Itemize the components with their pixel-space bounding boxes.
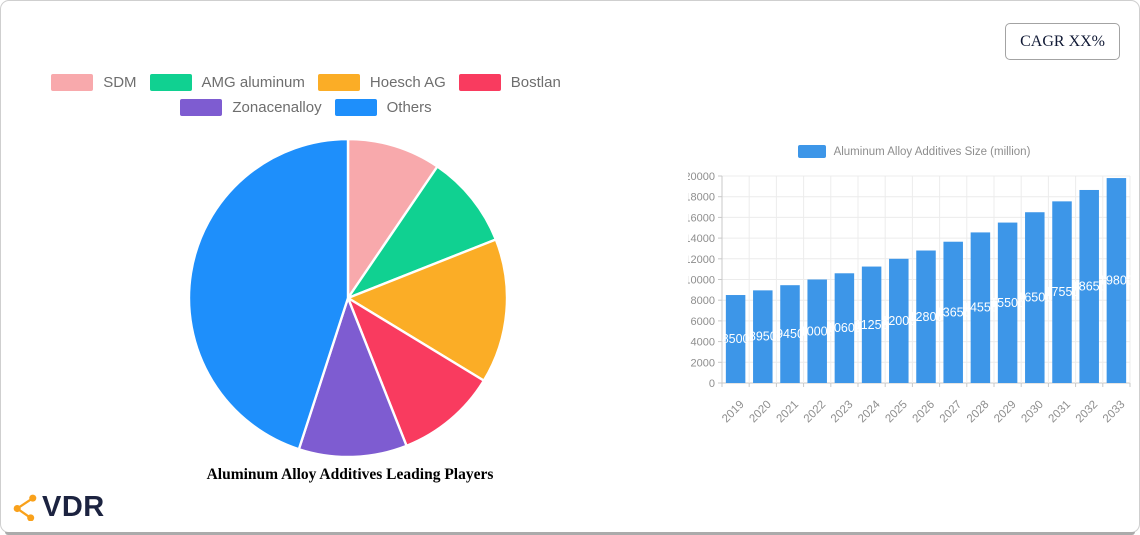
y-axis-tick-label: 20000 xyxy=(688,171,715,183)
bar-2024[interactable] xyxy=(861,266,882,383)
bar-value-label: 10600 xyxy=(827,321,862,335)
bar-2023[interactable] xyxy=(834,273,855,383)
pie-slice-sdm[interactable] xyxy=(346,137,439,300)
legend-swatch xyxy=(149,74,192,91)
pie-legend-row: Zonacenalloy Others xyxy=(180,99,432,116)
pie-legend-item-sdm[interactable]: SDM xyxy=(51,74,137,91)
pie-legend-item-amg-aluminum[interactable]: AMG aluminum xyxy=(149,74,305,91)
y-axis-tick-label: 6000 xyxy=(691,316,715,328)
legend-swatch xyxy=(180,99,223,116)
legend-label: Hoesch AG xyxy=(369,74,446,91)
x-axis-tick-label: 2025 xyxy=(883,399,910,426)
x-axis-tick-label: 2031 xyxy=(1047,399,1074,426)
bar-value-label: 11250 xyxy=(855,318,889,332)
legend-swatch xyxy=(317,74,360,91)
legend-label: AMG aluminum xyxy=(201,74,305,91)
x-axis-tick-label: 2028 xyxy=(965,399,992,426)
bar-2028[interactable] xyxy=(970,232,991,383)
bar-2026[interactable] xyxy=(916,250,936,383)
bar-chart-panel: Aluminum Alloy Additives Size (million) … xyxy=(688,143,1140,443)
bar-2025[interactable] xyxy=(889,258,909,383)
y-axis-tick-label: 16000 xyxy=(688,212,715,224)
brand-logo: VDR xyxy=(12,492,105,522)
bar-value-label: 12000 xyxy=(881,314,916,328)
y-axis-tick-label: 18000 xyxy=(688,192,715,204)
x-axis-tick-label: 2021 xyxy=(775,399,802,426)
legend-label: Bostlan xyxy=(510,74,561,91)
bar-value-label: 8500 xyxy=(722,332,750,346)
x-axis-tick-label: 2022 xyxy=(802,399,829,426)
pie-slice-hoesch-ag[interactable] xyxy=(346,238,509,382)
legend-swatch xyxy=(458,74,501,91)
x-axis-tick-label: 2030 xyxy=(1019,399,1046,426)
bar-2032[interactable] xyxy=(1079,189,1099,383)
bar-2030[interactable] xyxy=(1025,212,1045,383)
y-axis-tick-label: 14000 xyxy=(688,233,715,245)
bar-value-label: 19800 xyxy=(1099,274,1134,288)
cagr-label: CAGR XX% xyxy=(1020,32,1105,50)
pie-chart-title: Aluminum Alloy Additives Leading Players xyxy=(206,466,494,483)
bar-value-label: 14550 xyxy=(963,301,998,315)
bar-2020[interactable] xyxy=(753,290,773,383)
pie-legend-item-hoesch-ag[interactable]: Hoesch AG xyxy=(317,74,446,91)
pie-legend-item-zonacenalloy[interactable]: Zonacenalloy xyxy=(180,99,322,116)
y-axis-tick-label: 10000 xyxy=(688,275,715,287)
bar-2029[interactable] xyxy=(997,222,1018,383)
bar-value-label: 17550 xyxy=(1045,285,1080,299)
y-axis-tick-label: 4000 xyxy=(691,337,715,349)
pie-legend-row: SDM AMG aluminum Hoesch AG Bostlan xyxy=(51,74,561,91)
bar-value-label: 10000 xyxy=(800,324,835,338)
bar-value-label: 18650 xyxy=(1072,279,1107,293)
pie-legend-item-others[interactable]: Others xyxy=(334,99,432,116)
share-network-icon xyxy=(13,494,37,521)
bar-value-label: 9450 xyxy=(776,327,804,341)
x-axis-tick-label: 2020 xyxy=(747,399,774,426)
bar-2027[interactable] xyxy=(943,241,963,383)
x-axis-tick-label: 2024 xyxy=(856,398,883,425)
bar-value-label: 13650 xyxy=(936,305,971,319)
legend-swatch xyxy=(51,74,94,91)
bar-2022[interactable] xyxy=(807,279,827,384)
bar-legend-swatch xyxy=(797,145,826,158)
y-axis-tick-label: 2000 xyxy=(691,357,715,369)
x-axis-tick-label: 2033 xyxy=(1101,399,1128,426)
pie-slice-others[interactable] xyxy=(187,137,350,451)
y-axis-tick-label: 12000 xyxy=(688,254,715,266)
bar-value-label: 15500 xyxy=(990,296,1025,310)
bar-value-label: 16500 xyxy=(1017,291,1052,305)
bar-2021[interactable] xyxy=(780,285,800,383)
pie-slice-bostlan[interactable] xyxy=(346,296,486,448)
legend-label: Others xyxy=(386,99,432,116)
x-axis-tick-label: 2026 xyxy=(911,399,938,426)
pie-slice-amg-aluminum[interactable] xyxy=(346,165,498,300)
bar-value-label: 12800 xyxy=(909,310,944,324)
legend-label: Zonacenalloy xyxy=(232,99,322,116)
x-axis-tick-label: 2023 xyxy=(829,399,856,426)
bar-legend-item[interactable]: Aluminum Alloy Additives Size (million) xyxy=(688,143,1140,160)
bar-2033[interactable] xyxy=(1106,178,1127,383)
bar-legend-label: Aluminum Alloy Additives Size (million) xyxy=(833,145,1031,158)
bar-value-label: 8950 xyxy=(749,330,777,344)
bar-2019[interactable] xyxy=(725,295,746,383)
pie-slice-zonacenalloy[interactable] xyxy=(297,296,408,459)
legend-label: SDM xyxy=(103,74,137,91)
x-axis-tick-label: 2032 xyxy=(1074,399,1101,426)
card-bottom-shadow xyxy=(5,532,1135,535)
legend-swatch xyxy=(334,99,377,116)
pie-chart-panel: SDM AMG aluminum Hoesch AG Bostlan Zonacenal… xyxy=(0,74,612,483)
pie-chart xyxy=(187,137,509,459)
pie-legend-item-bostlan[interactable]: Bostlan xyxy=(458,74,561,91)
pie-legend: SDM AMG aluminum Hoesch AG Bostlan Zonacenal… xyxy=(0,74,612,116)
y-axis-tick-label: 0 xyxy=(709,378,715,390)
y-axis-tick-label: 8000 xyxy=(691,295,715,307)
brand-name: VDR xyxy=(42,491,105,523)
bar-chart: 0 2000 4000 6000 8000 10000 12000 14000 16000 180… xyxy=(688,171,1134,426)
cagr-badge[interactable]: CAGR XX% xyxy=(1005,23,1120,60)
x-axis-tick-label: 2029 xyxy=(992,399,1019,426)
x-axis-tick-label: 2019 xyxy=(720,399,747,426)
bar-2031[interactable] xyxy=(1052,201,1072,383)
x-axis-tick-label: 2027 xyxy=(938,399,965,426)
